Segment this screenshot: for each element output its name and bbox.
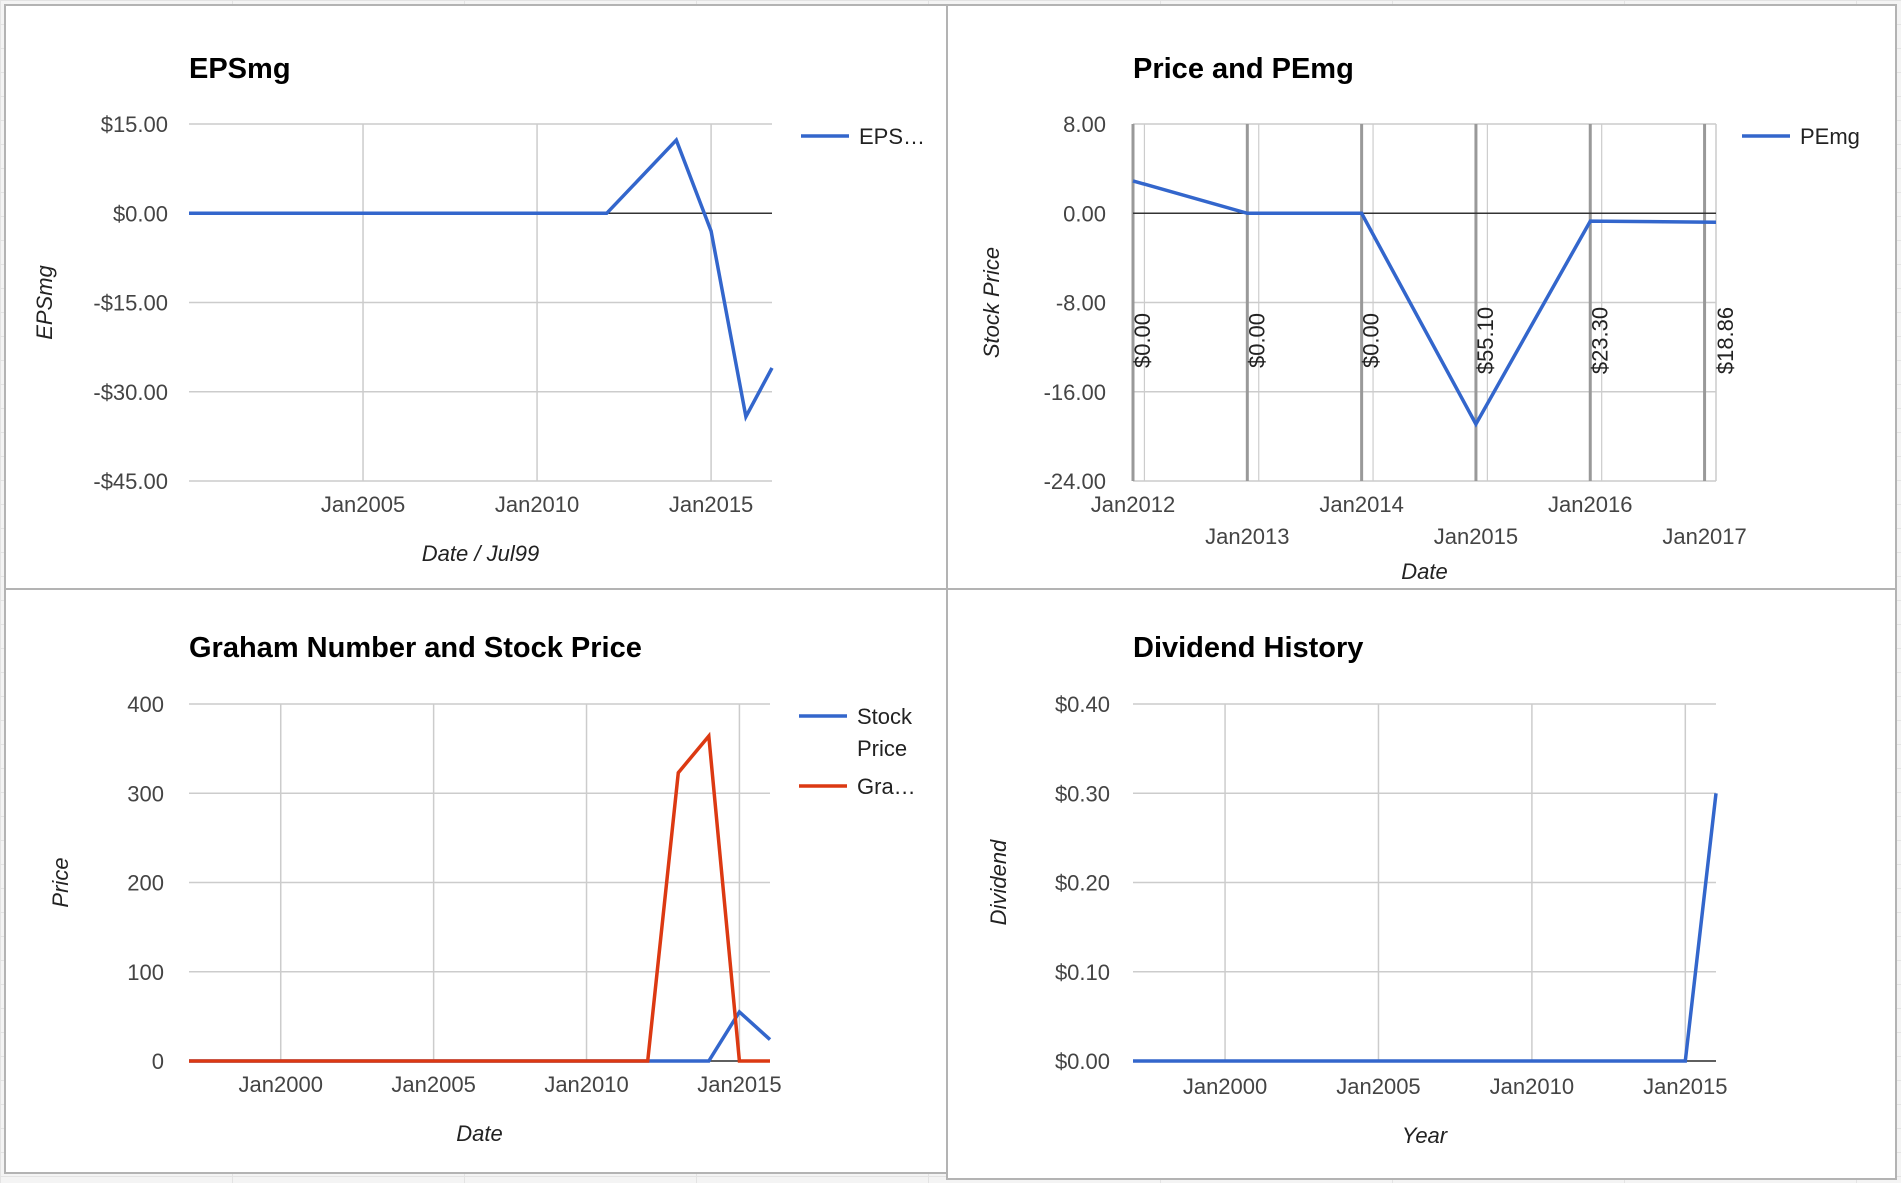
dividend-chart: Dividend History $0.40 $0.30 $0.20 $0.10 $0.0… <box>986 632 1728 1148</box>
annotation-label: $0.00 <box>1359 313 1384 368</box>
y-tick-label: 8.00 <box>1063 112 1106 137</box>
y-tick-label: 200 <box>127 871 164 896</box>
annotation-label: $0.00 <box>1130 313 1155 368</box>
legend-label: PEmg <box>1800 124 1860 149</box>
y-axis-title: EPSmg <box>32 264 57 339</box>
x-tick-label: Jan2017 <box>1662 524 1746 549</box>
x-axis-title: Date / Jul99 <box>422 541 539 566</box>
y-axis-title: Dividend <box>986 839 1011 925</box>
chart-title: EPSmg <box>189 53 291 85</box>
epsmg-chart: EPSmg $15.00 $0.00 -$15.00 -$30.00 -$45.00 Jan… <box>32 53 925 566</box>
x-tick-label: Jan2013 <box>1205 524 1289 549</box>
x-tick-label: Jan2015 <box>1643 1074 1727 1099</box>
series-line-1 <box>189 1009 772 1063</box>
x-tick-label: Jan2005 <box>391 1072 475 1097</box>
y-tick-label: $0.30 <box>1055 781 1110 806</box>
series-line-2 <box>189 731 770 1063</box>
y-tick-label: $0.00 <box>113 201 168 226</box>
x-tick-label: Jan2005 <box>321 492 405 517</box>
y-tick-label: -$45.00 <box>93 469 168 494</box>
x-tick-label: Jan2014 <box>1319 492 1403 517</box>
x-tick-label: Jan2016 <box>1548 492 1632 517</box>
x-tick-label: Jan2000 <box>239 1072 323 1097</box>
chart-title: Dividend History <box>1133 632 1363 664</box>
y-tick-label: -$30.00 <box>93 380 168 405</box>
chart-title: Graham Number and Stock Price <box>189 632 642 664</box>
x-tick-label: Jan2015 <box>1434 524 1518 549</box>
chart-panel-epsmg[interactable]: EPSmg $15.00 $0.00 -$15.00 -$30.00 -$45.00 Jan… <box>4 4 948 590</box>
y-tick-label: $15.00 <box>101 112 168 137</box>
y-axis-title: Stock Price <box>979 247 1004 358</box>
y-tick-label: 0 <box>152 1049 164 1074</box>
x-tick-label: Jan2005 <box>1336 1074 1420 1099</box>
y-tick-label: 400 <box>127 692 164 717</box>
annotation-label: $18.86 <box>1713 307 1738 374</box>
y-tick-label: -$15.00 <box>93 291 168 316</box>
x-axis-title: Date <box>456 1121 502 1146</box>
x-axis-title: Date <box>1401 559 1447 584</box>
x-tick-label: Jan2000 <box>1183 1074 1267 1099</box>
y-tick-label: -24.00 <box>1044 469 1106 494</box>
y-tick-label: -8.00 <box>1056 291 1106 316</box>
y-tick-label: $0.40 <box>1055 692 1110 717</box>
series-line-1 <box>189 136 774 422</box>
x-axis-title: Year <box>1402 1123 1449 1148</box>
chart-panel-graham[interactable]: Graham Number and Stock Price 400 300 200 10… <box>4 588 948 1174</box>
x-tick-label: Jan2010 <box>1490 1074 1574 1099</box>
series-line-1 <box>1132 179 1717 428</box>
annotation-label: $0.00 <box>1244 313 1269 368</box>
chart-panel-price-pemg[interactable]: Price and PEmg 8.00 0.00 -8.00 -16.00 -24.00 J… <box>946 4 1897 590</box>
price-pemg-chart: Price and PEmg8.000.00-8.00-16.00-24.00J… <box>979 53 1860 584</box>
y-tick-label: 100 <box>127 960 164 985</box>
legend-label: Stock <box>857 704 913 729</box>
x-tick-label: Jan2015 <box>697 1072 781 1097</box>
annotation-label: $23.30 <box>1587 307 1612 374</box>
y-axis-title: Price <box>48 857 73 907</box>
series-line-1 <box>1133 793 1718 1063</box>
x-tick-label: Jan2015 <box>669 492 753 517</box>
legend-label: Gra… <box>857 774 916 799</box>
legend-label: EPS… <box>859 124 925 149</box>
y-tick-label: 0.00 <box>1063 201 1106 226</box>
y-tick-label: $0.00 <box>1055 1049 1110 1074</box>
y-tick-label: $0.10 <box>1055 960 1110 985</box>
legend-label: Price <box>857 736 907 761</box>
annotation-label: $55.10 <box>1473 307 1498 374</box>
chart-title: Price and PEmg <box>1133 53 1354 85</box>
y-tick-label: -16.00 <box>1044 380 1106 405</box>
y-tick-label: 300 <box>127 781 164 806</box>
x-tick-label: Jan2012 <box>1091 492 1175 517</box>
graham-chart: Graham Number and Stock Price 400 300 200 10… <box>48 632 916 1146</box>
x-tick-label: Jan2010 <box>495 492 579 517</box>
chart-panel-dividend[interactable]: Dividend History $0.40 $0.30 $0.20 $0.10 $0.0… <box>946 588 1897 1180</box>
x-tick-label: Jan2010 <box>544 1072 628 1097</box>
y-tick-label: $0.20 <box>1055 871 1110 896</box>
